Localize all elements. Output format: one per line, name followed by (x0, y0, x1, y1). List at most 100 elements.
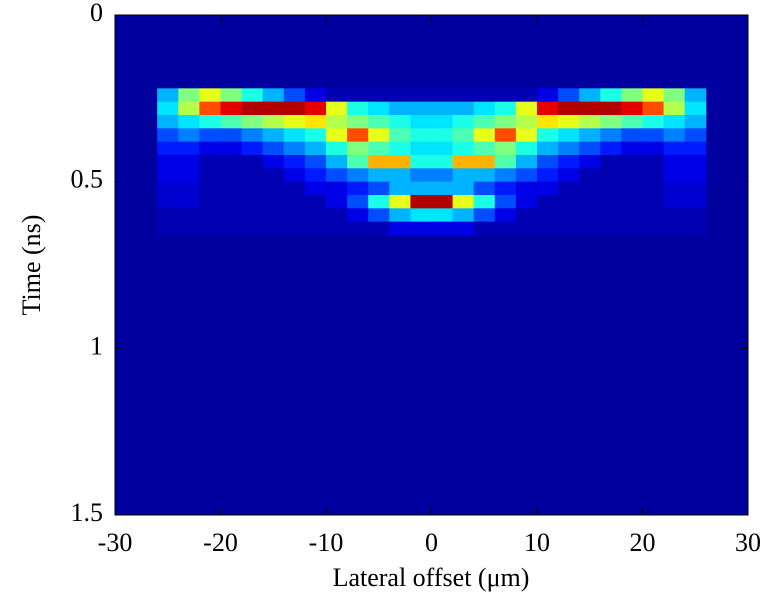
heatmap-cell (347, 155, 369, 169)
heatmap-cell (579, 128, 601, 143)
heatmap-cell (283, 208, 306, 223)
heatmap-cell (283, 128, 306, 143)
heatmap-cell (262, 168, 285, 183)
heatmap-cell (473, 88, 496, 103)
heatmap-cell (621, 181, 643, 196)
heatmap-cell (262, 115, 285, 129)
heatmap-cell (642, 168, 665, 183)
heatmap-cell (283, 168, 306, 183)
heatmap-cell (452, 181, 475, 196)
heatmap-cell (368, 168, 390, 183)
heatmap-cell (452, 88, 475, 103)
heatmap-cell (241, 141, 264, 156)
heatmap-cell (199, 128, 221, 143)
heatmap-cell (473, 195, 496, 209)
heatmap-cell (452, 115, 475, 129)
heatmap-cell (621, 141, 643, 156)
heatmap-cell (494, 88, 517, 103)
heatmap-cell (431, 181, 454, 196)
heatmap-cell (579, 101, 601, 116)
heatmap-cell (220, 181, 243, 196)
x-tick-label: -20 (203, 528, 238, 557)
heatmap-cell (663, 168, 686, 183)
heatmap-cell (347, 208, 369, 223)
heatmap-cell (283, 155, 306, 169)
heatmap-cell (199, 221, 221, 236)
heatmap-cell (241, 181, 264, 196)
heatmap-cell (283, 141, 306, 156)
heatmap-cell (452, 141, 475, 156)
heatmap-cell (558, 221, 580, 236)
heatmap-cell (452, 221, 475, 236)
heatmap-cell (600, 115, 622, 129)
heatmap-cell (663, 208, 686, 223)
heatmap-cell (410, 128, 432, 143)
heatmap-cell (537, 88, 559, 103)
heatmap-cell (220, 155, 243, 169)
heatmap-cell (452, 101, 475, 116)
heatmap-cell (368, 88, 390, 103)
heatmap-cell (199, 115, 221, 129)
heatmap-cell (157, 88, 179, 103)
heatmap-cell (220, 221, 243, 236)
heatmap-cell (621, 88, 643, 103)
heatmap-cell (283, 88, 306, 103)
heatmap-cell (494, 208, 517, 223)
heatmap-cell (220, 141, 243, 156)
heatmap-cell (326, 195, 348, 209)
heatmap-cell (431, 115, 454, 129)
heatmap-cell (178, 208, 200, 223)
heatmap-cell (368, 221, 390, 236)
heatmap-cell (389, 115, 411, 129)
heatmap-cell (684, 101, 707, 116)
heatmap-cell (558, 181, 580, 196)
heatmap-cell (515, 115, 538, 129)
heatmap-cell (304, 168, 327, 183)
heatmap-cell (642, 101, 665, 116)
heatmap-cell (410, 141, 432, 156)
heatmap-cell (431, 208, 454, 223)
heatmap-cell (431, 88, 454, 103)
heatmap-cell (220, 195, 243, 209)
heatmap-cell (220, 168, 243, 183)
heatmap-cell (452, 208, 475, 223)
heatmap-cell (642, 115, 665, 129)
heatmap-cell (684, 195, 707, 209)
heatmap-cell (515, 155, 538, 169)
heatmap-cell (558, 195, 580, 209)
y-tick-label: 0 (90, 0, 103, 27)
heatmap-cell (473, 181, 496, 196)
heatmap-cell (431, 101, 454, 116)
heatmap-cell (283, 221, 306, 236)
heatmap-cell (621, 115, 643, 129)
heatmap-cell (326, 141, 348, 156)
heatmap-cell (600, 168, 622, 183)
heatmap-cell (347, 88, 369, 103)
heatmap-cell (494, 115, 517, 129)
heatmap-cell (600, 101, 622, 116)
x-tick-label: 30 (735, 528, 761, 557)
heatmap-cell (220, 208, 243, 223)
heatmap-cell (283, 101, 306, 116)
x-tick-label: 0 (425, 528, 438, 557)
heatmap-cell (347, 181, 369, 196)
heatmap-cell (579, 181, 601, 196)
heatmap-cell (304, 208, 327, 223)
heatmap-cell (600, 88, 622, 103)
heatmap-cell (368, 155, 390, 169)
heatmap-cell (347, 221, 369, 236)
heatmap-cell (684, 115, 707, 129)
heatmap-cell (157, 155, 179, 169)
heatmap-cell (326, 168, 348, 183)
heatmap-cell (537, 141, 559, 156)
heatmap-cell (515, 168, 538, 183)
heatmap-cell (663, 128, 686, 143)
heatmap-cell (452, 155, 475, 169)
heatmap-cell (558, 101, 580, 116)
heatmap-cell (473, 168, 496, 183)
heatmap-cell (494, 128, 517, 143)
heatmap-cell (579, 221, 601, 236)
heatmap-cell (515, 128, 538, 143)
heatmap-cell (515, 88, 538, 103)
heatmap-cell (368, 141, 390, 156)
